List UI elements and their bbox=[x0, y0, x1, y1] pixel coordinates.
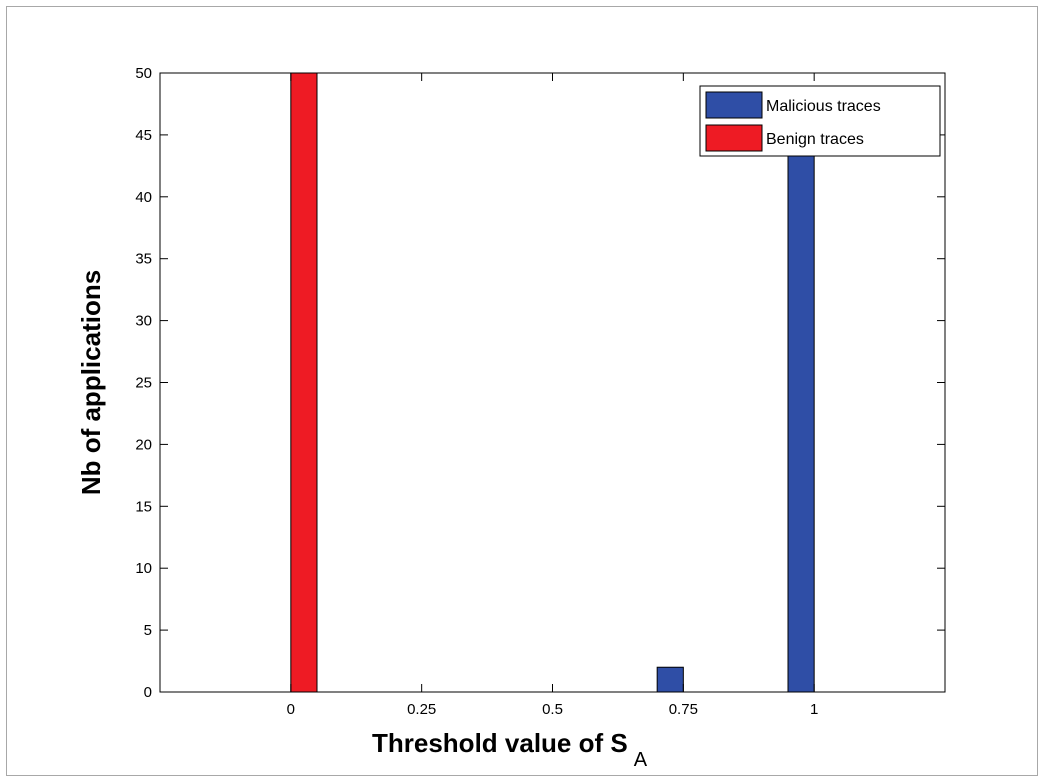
y-axis: 0 5 10 15 20 25 30 35 40 45 50 bbox=[135, 65, 945, 701]
y-tick-label: 40 bbox=[135, 189, 152, 206]
y-tick-label: 45 bbox=[135, 127, 152, 144]
x-axis-label-main: Threshold value of S bbox=[372, 728, 628, 758]
legend: Malicious traces Benign traces bbox=[699, 85, 941, 157]
x-axis-label: Threshold value of S A bbox=[372, 728, 648, 771]
x-axis-label-subscript: A bbox=[634, 749, 648, 771]
legend-swatch bbox=[705, 124, 763, 152]
plot-area bbox=[159, 72, 946, 693]
legend-label: Malicious traces bbox=[766, 98, 881, 115]
x-tick-label: 0.25 bbox=[407, 701, 436, 718]
y-tick-label: 20 bbox=[135, 436, 152, 453]
x-tick-label: 0.5 bbox=[542, 701, 563, 718]
x-tick-label: 1 bbox=[810, 701, 818, 718]
x-tick-label: 0 bbox=[287, 701, 295, 718]
bar-benign-traces-0 bbox=[290, 72, 318, 693]
y-tick-label: 10 bbox=[135, 560, 152, 577]
y-tick-label: 5 bbox=[144, 622, 152, 639]
legend-label: Benign traces bbox=[766, 131, 864, 148]
y-axis-label: Nb of applications bbox=[76, 270, 106, 495]
bar-malicious-traces-1 bbox=[787, 97, 815, 693]
x-tick-label: 0.75 bbox=[669, 701, 698, 718]
y-tick-label: 30 bbox=[135, 313, 152, 330]
x-axis: 0 0.25 0.5 0.75 1 bbox=[159, 73, 946, 718]
bars-layer bbox=[290, 72, 815, 693]
y-tick-label: 35 bbox=[135, 251, 152, 268]
y-tick-label: 15 bbox=[135, 498, 152, 515]
bar-malicious-traces-0.75 bbox=[656, 666, 684, 693]
y-tick-label: 0 bbox=[144, 684, 152, 701]
legend-swatch bbox=[705, 91, 763, 119]
y-tick-label: 50 bbox=[135, 65, 152, 82]
y-tick-label: 25 bbox=[135, 375, 152, 392]
